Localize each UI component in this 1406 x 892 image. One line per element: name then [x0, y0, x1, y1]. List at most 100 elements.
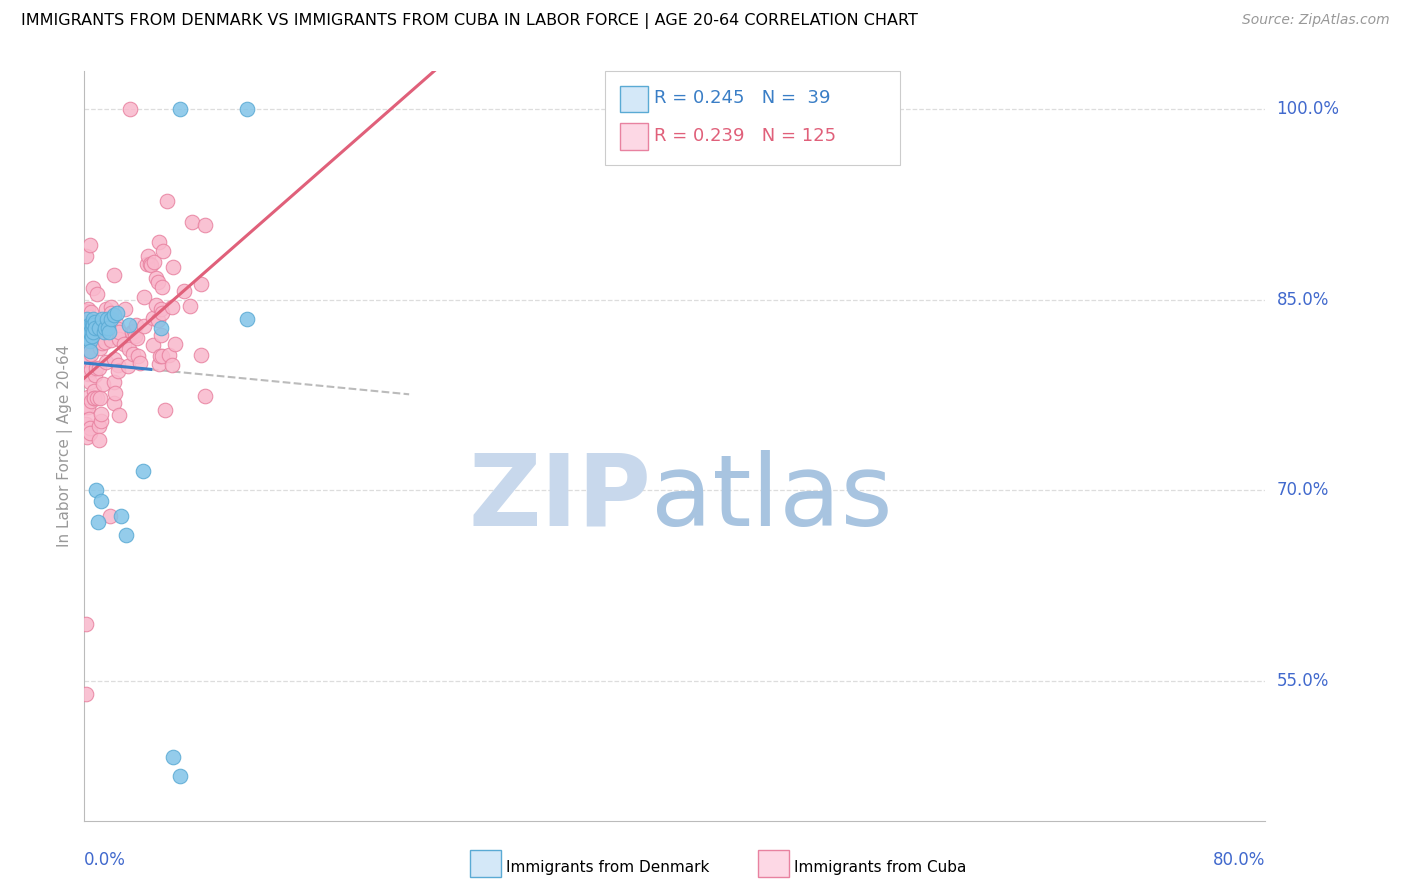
Point — [91, 321, 114, 335]
Point — [149, 350, 172, 364]
Point — [77, 367, 100, 381]
Point — [96, 312, 118, 326]
Text: 55.0%: 55.0% — [1277, 672, 1329, 690]
Point — [136, 250, 159, 264]
Point — [82, 312, 104, 326]
Point — [75, 616, 97, 631]
Point — [105, 306, 128, 320]
Point — [110, 508, 132, 523]
Point — [150, 349, 173, 363]
Point — [87, 321, 111, 335]
Point — [112, 337, 135, 351]
Point — [103, 268, 125, 282]
Point — [86, 392, 108, 406]
Point — [76, 400, 98, 414]
Point — [108, 332, 131, 346]
Point — [121, 326, 143, 340]
Point — [89, 341, 111, 355]
Point — [75, 351, 97, 366]
Point — [87, 419, 110, 434]
Point — [98, 508, 121, 523]
Point — [150, 306, 173, 320]
Point — [96, 301, 118, 316]
Point — [150, 280, 173, 294]
Point — [160, 300, 183, 314]
Point — [194, 389, 217, 403]
Point — [86, 360, 108, 375]
Point — [100, 300, 122, 314]
Point — [114, 301, 136, 316]
Point — [118, 103, 141, 117]
Point — [84, 483, 107, 498]
Point — [79, 325, 101, 339]
Point — [75, 357, 97, 371]
Point — [125, 318, 148, 333]
Point — [80, 362, 103, 376]
Point — [124, 329, 146, 343]
Point — [100, 306, 122, 320]
Point — [77, 349, 100, 363]
Point — [107, 321, 129, 335]
Point — [75, 320, 97, 334]
Point — [139, 258, 162, 272]
Point — [80, 316, 103, 330]
Point — [80, 325, 103, 339]
Text: atlas: atlas — [651, 450, 893, 547]
Point — [142, 310, 165, 325]
Point — [150, 321, 173, 335]
Point — [80, 346, 103, 360]
Point — [148, 357, 170, 371]
Point — [93, 318, 115, 333]
Point — [132, 318, 155, 333]
Point — [76, 321, 98, 335]
Point — [104, 316, 127, 330]
Point — [108, 325, 131, 339]
Point — [100, 333, 122, 347]
Point — [143, 255, 166, 269]
Text: 80.0%: 80.0% — [1213, 851, 1265, 869]
Point — [80, 321, 103, 335]
Point — [125, 331, 148, 345]
Point — [103, 308, 125, 322]
Point — [194, 218, 217, 232]
Point — [114, 528, 136, 542]
Point — [83, 384, 105, 398]
Text: Immigrants from Cuba: Immigrants from Cuba — [794, 860, 967, 874]
Point — [103, 395, 125, 409]
Point — [76, 344, 98, 359]
Point — [79, 343, 101, 358]
Point — [83, 314, 105, 328]
Point — [77, 326, 100, 341]
Point — [160, 358, 183, 372]
Point — [86, 287, 108, 301]
Point — [76, 430, 98, 444]
Point — [145, 298, 167, 312]
Point — [97, 321, 120, 335]
Point — [83, 368, 105, 383]
Point — [82, 325, 104, 339]
Point — [117, 359, 139, 373]
Point — [79, 376, 101, 390]
Point — [122, 324, 145, 338]
Point — [83, 391, 105, 405]
Point — [94, 321, 117, 335]
Point — [77, 318, 100, 333]
Point — [77, 411, 100, 425]
Point — [152, 244, 174, 258]
Point — [132, 464, 155, 478]
Point — [127, 349, 149, 363]
Point — [149, 327, 172, 342]
Point — [75, 249, 97, 263]
Point — [107, 364, 129, 378]
Point — [77, 301, 100, 316]
Point — [150, 301, 173, 316]
Text: R = 0.239   N = 125: R = 0.239 N = 125 — [654, 127, 837, 145]
Point — [190, 348, 212, 362]
Point — [162, 260, 184, 275]
Point — [236, 312, 259, 326]
Point — [103, 352, 125, 367]
Point — [79, 238, 101, 252]
Point — [94, 335, 117, 350]
Point — [145, 271, 167, 285]
Point — [89, 361, 111, 376]
